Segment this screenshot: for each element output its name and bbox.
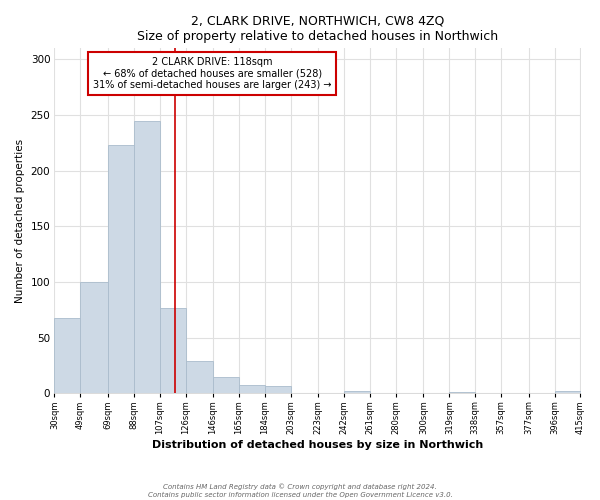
Title: 2, CLARK DRIVE, NORTHWICH, CW8 4ZQ
Size of property relative to detached houses : 2, CLARK DRIVE, NORTHWICH, CW8 4ZQ Size … [137,15,498,43]
X-axis label: Distribution of detached houses by size in Northwich: Distribution of detached houses by size … [152,440,483,450]
Bar [213,377,239,394]
Text: 2 CLARK DRIVE: 118sqm
← 68% of detached houses are smaller (528)
31% of semi-det: 2 CLARK DRIVE: 118sqm ← 68% of detached … [93,57,332,90]
Bar [239,384,265,394]
Bar [344,392,370,394]
Bar [80,282,108,394]
Bar [160,308,185,394]
Text: Contains HM Land Registry data © Crown copyright and database right 2024.
Contai: Contains HM Land Registry data © Crown c… [148,484,452,498]
Bar [108,145,134,394]
Bar [265,386,291,394]
Bar [554,392,581,394]
Bar [185,361,213,394]
Bar [55,318,80,394]
Bar [134,120,160,394]
Bar [449,392,475,394]
Y-axis label: Number of detached properties: Number of detached properties [15,139,25,303]
